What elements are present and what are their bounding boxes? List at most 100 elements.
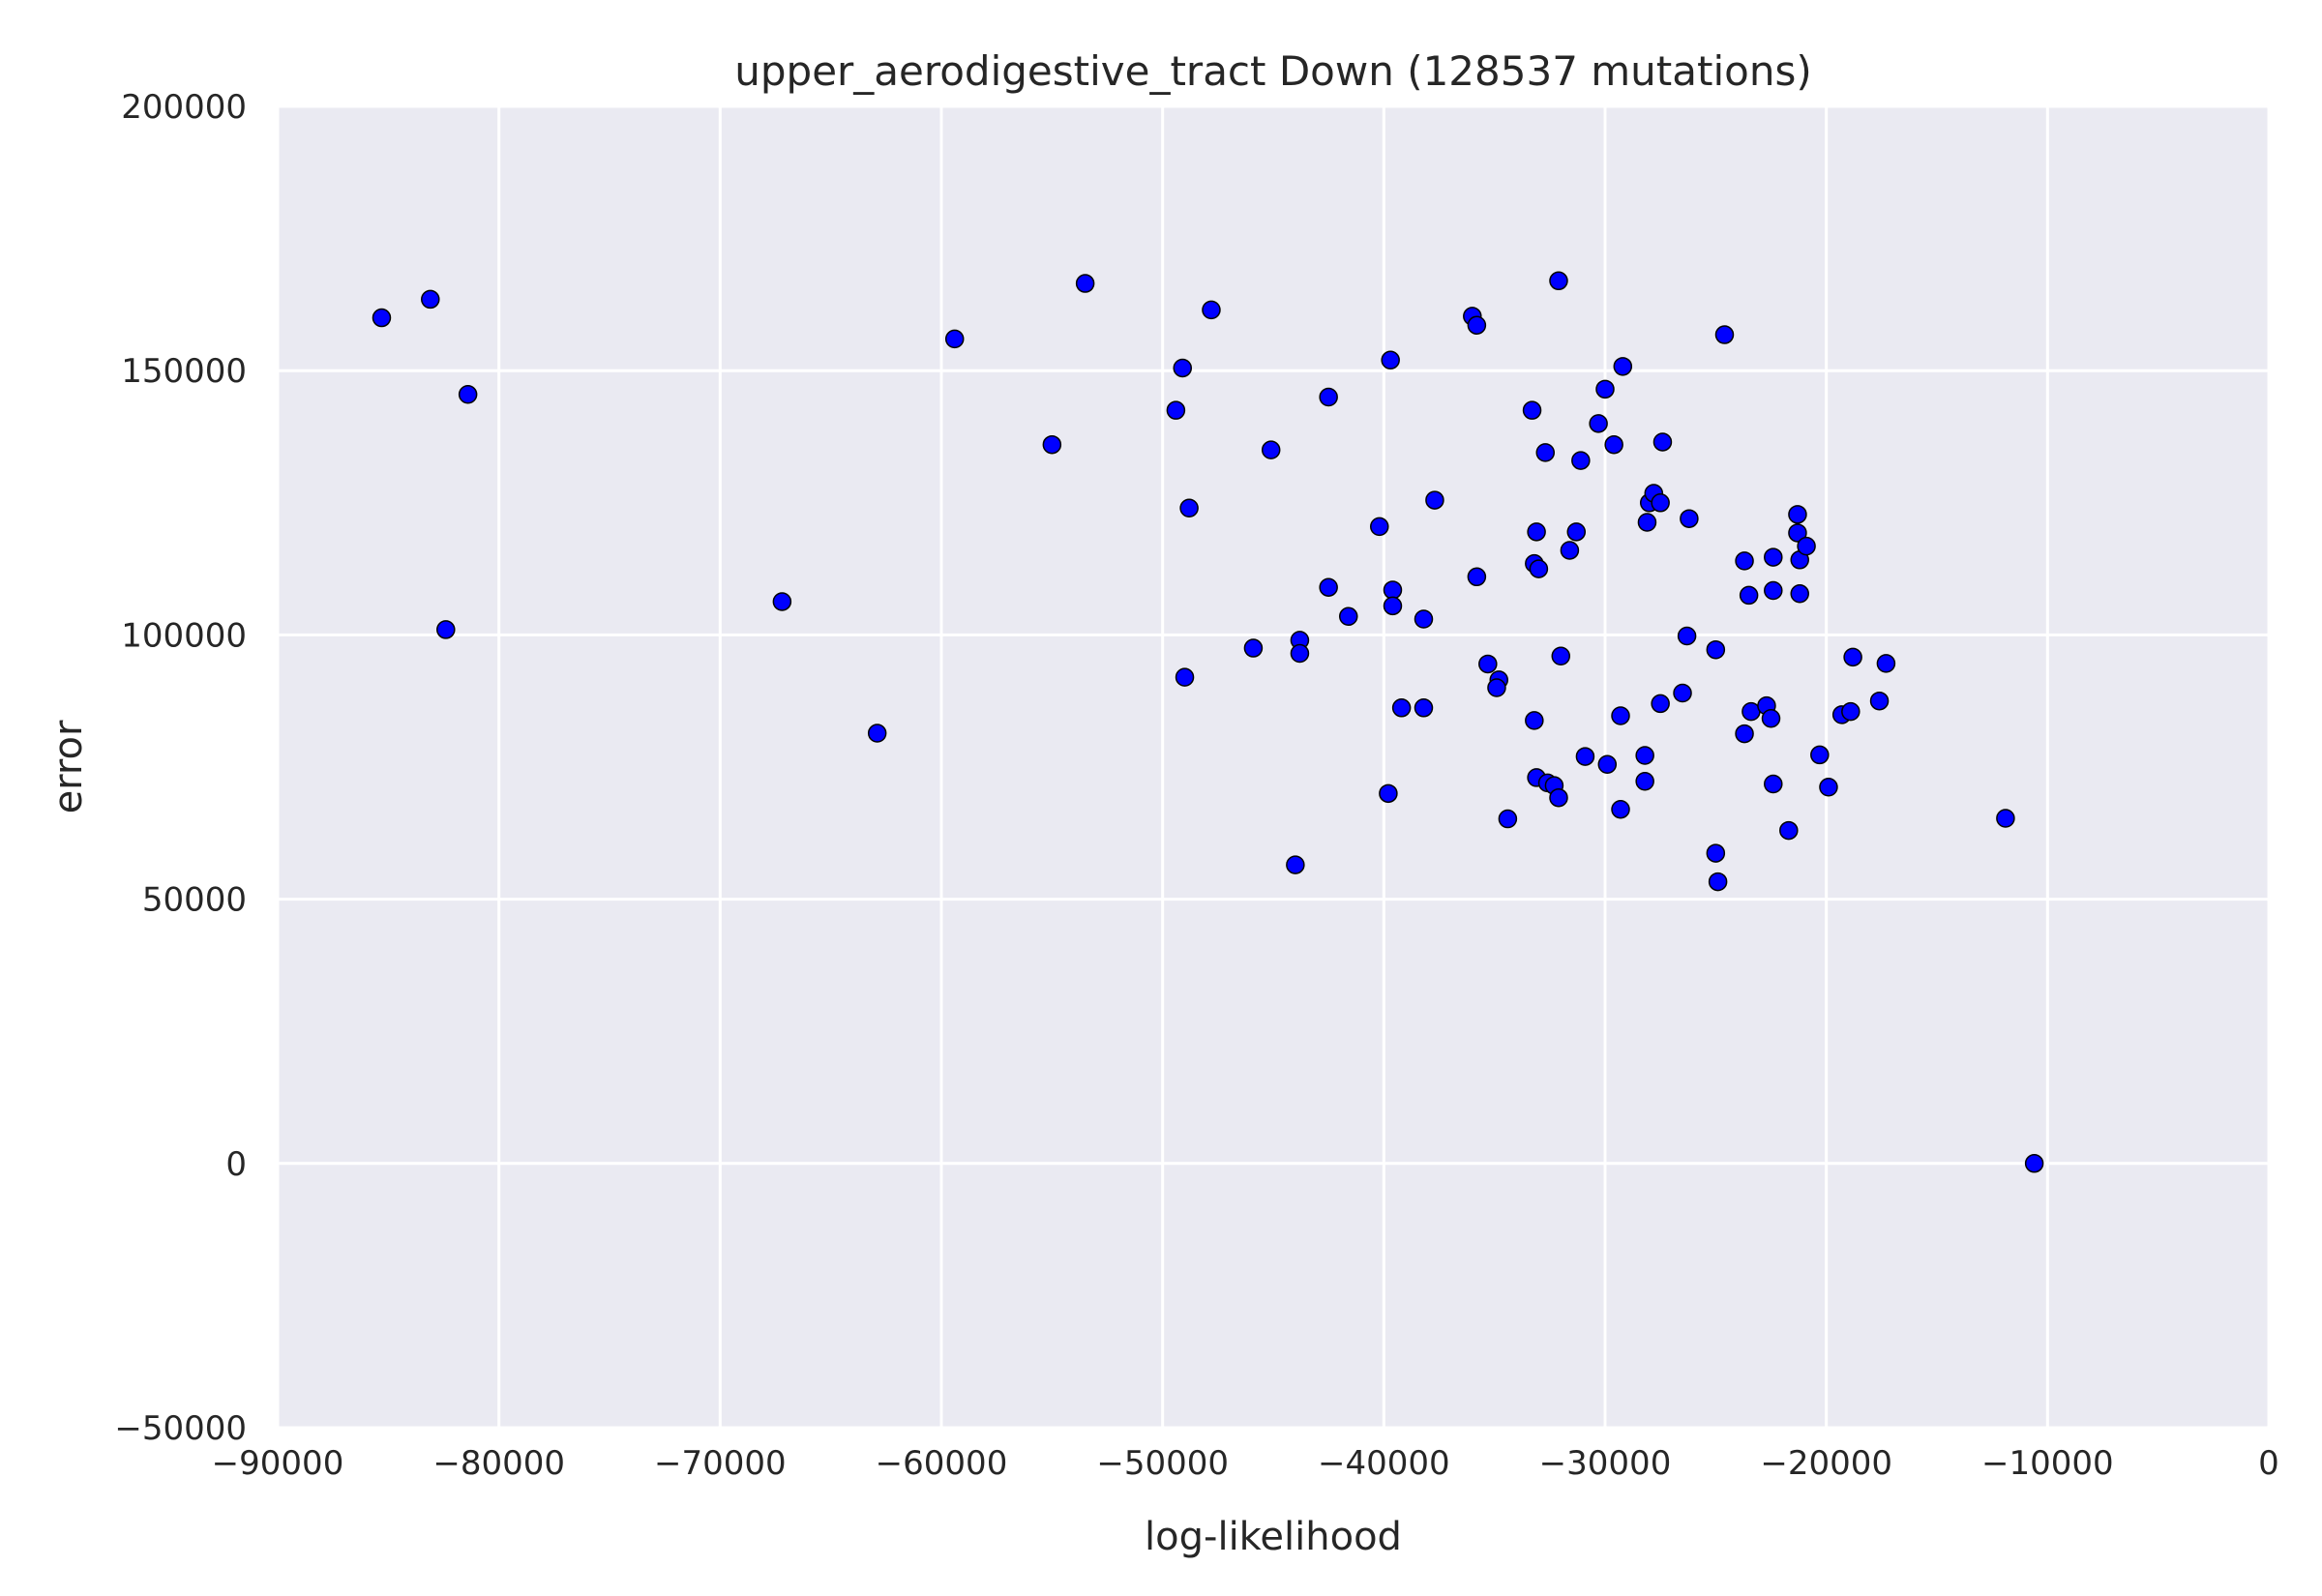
chart-title: upper_aerodigestive_tract Down (128537 m…: [734, 47, 1811, 95]
scatter-point: [1611, 706, 1630, 725]
scatter-point: [1549, 787, 1568, 808]
scatter-point: [1797, 536, 1816, 556]
y-tick-label: 150000: [121, 352, 247, 391]
x-axis-ticks: −90000 −80000 −70000 −60000 −50000 −40000 −300…: [212, 1444, 2279, 1483]
scatter-point: [1613, 357, 1633, 376]
scatter-point: [436, 620, 456, 639]
scatter-point: [1876, 654, 1896, 673]
plot-background: [278, 106, 2269, 1428]
scatter-point: [1319, 577, 1338, 597]
x-tick-label: −10000: [1981, 1444, 2114, 1483]
x-tick-label: −70000: [654, 1444, 787, 1483]
scatter-point: [1788, 523, 1807, 543]
scatter-point: [1414, 698, 1434, 718]
scatter-point: [421, 289, 440, 310]
scatter-point: [1714, 325, 1735, 344]
scatter-point: [1869, 691, 1890, 711]
scatter-point: [1338, 606, 1358, 627]
y-axis-ticks: −50000 0 50000 100000 150000 200000: [114, 88, 247, 1448]
scatter-point: [1790, 584, 1809, 604]
scatter-point: [1735, 724, 1754, 744]
x-tick-label: −80000: [432, 1444, 565, 1483]
scatter-point: [944, 329, 965, 349]
scatter-point: [1498, 809, 1518, 829]
scatter-point: [1651, 493, 1670, 513]
scatter-point: [1525, 711, 1544, 730]
scatter-point: [1560, 541, 1580, 560]
scatter-point: [1261, 440, 1281, 459]
scatter-point: [1611, 799, 1630, 819]
grid-lines: [276, 104, 2271, 1430]
x-tick-label: 0: [2258, 1444, 2279, 1483]
scatter-point: [1706, 639, 1726, 660]
scatter-point: [867, 724, 887, 743]
x-tick-label: −20000: [1760, 1444, 1892, 1483]
scatter-point: [1764, 547, 1783, 567]
scatter-point: [1841, 701, 1861, 722]
scatter-point: [1779, 820, 1799, 841]
scatter-point: [1635, 772, 1654, 791]
y-axis-label: error: [46, 720, 91, 813]
scatter-point: [1535, 443, 1556, 462]
scatter-point: [1761, 708, 1781, 728]
scatter-point: [1173, 358, 1192, 378]
scatter-point: [1319, 387, 1338, 407]
data-points: [372, 271, 2044, 1173]
scatter-point: [1467, 567, 1487, 587]
scatter-point: [1379, 783, 1398, 804]
scatter-point: [1635, 746, 1654, 765]
scatter-point: [1042, 434, 1062, 455]
scatter-point: [1549, 271, 1568, 291]
scatter-point: [1383, 596, 1403, 616]
scatter-point: [1810, 745, 1830, 765]
scatter-point: [2024, 1154, 2044, 1173]
scatter-point: [1739, 585, 1759, 606]
x-tick-label: −40000: [1318, 1444, 1450, 1483]
y-tick-label: 100000: [121, 616, 247, 655]
x-tick-label: −60000: [876, 1444, 1008, 1483]
scatter-point: [1414, 609, 1434, 629]
scatter-point: [1179, 498, 1199, 518]
scatter-point: [1566, 522, 1587, 542]
scatter-point: [1370, 517, 1389, 537]
scatter-point: [1788, 505, 1807, 524]
scatter-point: [1677, 626, 1697, 646]
scatter-point: [1383, 580, 1403, 600]
x-tick-label: −50000: [1096, 1444, 1229, 1483]
scatter-point: [1075, 274, 1095, 293]
scatter-point: [772, 592, 792, 611]
scatter-point: [1597, 754, 1618, 775]
scatter-point: [1819, 778, 1838, 797]
scatter-point: [1527, 522, 1546, 542]
scatter-point: [1478, 654, 1498, 674]
scatter-point: [1996, 809, 2015, 828]
scatter-point: [1290, 643, 1310, 664]
scatter-point: [1487, 678, 1506, 697]
scatter-point: [1764, 580, 1783, 601]
x-tick-label: −30000: [1539, 1444, 1672, 1483]
scatter-point: [1680, 509, 1699, 528]
scatter-point: [1467, 315, 1487, 335]
scatter-point: [1381, 350, 1400, 370]
scatter-point: [458, 385, 478, 404]
scatter-point: [1202, 300, 1221, 320]
scatter-point: [1604, 434, 1623, 455]
scatter-point: [1166, 400, 1186, 420]
scatter-point: [1589, 414, 1608, 433]
y-tick-label: 200000: [121, 88, 247, 127]
x-tick-label: −90000: [212, 1444, 344, 1483]
scatter-point: [1652, 432, 1673, 452]
scatter-point: [1706, 843, 1726, 863]
scatter-point: [1673, 683, 1692, 703]
y-tick-label: 50000: [142, 881, 247, 920]
scatter-point: [1551, 646, 1571, 666]
scatter-point: [1529, 559, 1549, 578]
scatter-point: [1843, 647, 1862, 667]
y-tick-label: 0: [225, 1145, 247, 1184]
scatter-point: [1735, 551, 1754, 571]
scatter-point: [1391, 698, 1412, 718]
scatter-point: [1243, 638, 1264, 658]
scatter-point: [1571, 451, 1591, 470]
scatter-point: [1575, 747, 1595, 766]
